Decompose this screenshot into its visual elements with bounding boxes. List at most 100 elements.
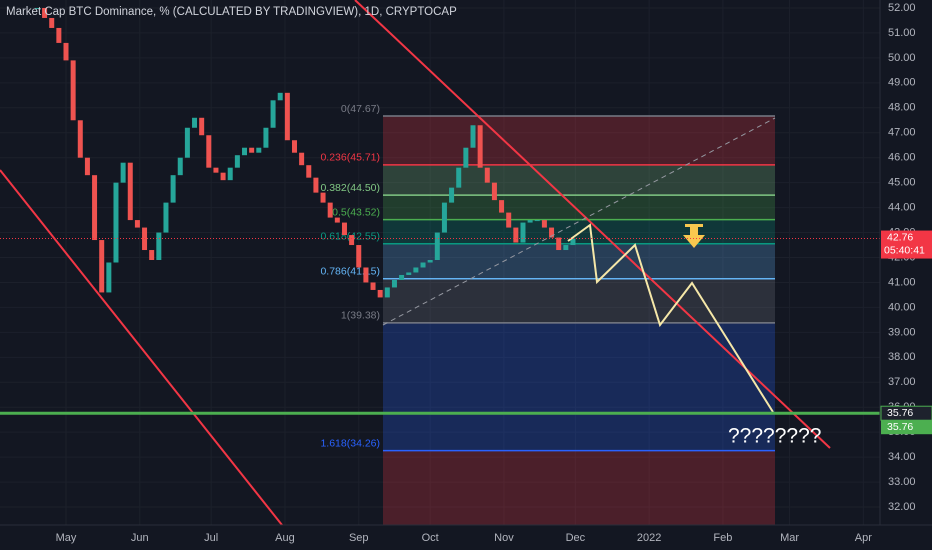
candle (299, 152, 305, 166)
candle (263, 127, 269, 148)
fib-zone (383, 195, 775, 220)
candle (256, 147, 262, 153)
fib-label: 1.618(34.26) (320, 437, 380, 449)
candle (370, 282, 376, 290)
candle (520, 222, 526, 243)
candle (399, 274, 405, 280)
drawings (0, 0, 831, 526)
candle (192, 117, 198, 128)
candle (163, 202, 169, 233)
fib-trend-line (382, 117, 776, 326)
candle (413, 267, 419, 273)
y-tick-label: 46.00 (888, 152, 916, 164)
candle (470, 125, 476, 148)
fib-zone (383, 322, 775, 451)
y-tick-label: 51.00 (888, 27, 916, 39)
y-tick-label: 48.00 (888, 102, 916, 114)
trend-line (354, 0, 831, 449)
candle (284, 92, 290, 141)
trend-line (0, 169, 283, 526)
candle (391, 279, 397, 288)
candle (341, 222, 347, 236)
candles (34, 7, 576, 298)
y-tick-label: 39.00 (888, 326, 916, 338)
fib-label: 0.786(41.15) (320, 266, 380, 278)
y-tick-label: 44.00 (888, 202, 916, 214)
candle (277, 92, 283, 101)
y-tick-label: 34.00 (888, 451, 916, 463)
candle (106, 262, 112, 293)
y-tick-label: 49.00 (888, 77, 916, 89)
candle (527, 220, 533, 223)
candle (327, 202, 333, 218)
candle (477, 125, 483, 168)
candle (213, 167, 219, 173)
candle (270, 100, 276, 128)
x-tick-label: Sep (349, 532, 369, 544)
candle (49, 17, 55, 28)
fib-zone (383, 164, 775, 196)
axes: 32.0033.0034.0035.0036.0037.0038.0039.00… (56, 2, 932, 544)
fib-label: 0.236(45.71) (320, 152, 380, 164)
candle (384, 287, 390, 298)
candle (313, 177, 319, 193)
candle (63, 42, 69, 61)
fib-label: 0.382(44.50) (320, 182, 380, 194)
x-tick-label: Feb (713, 532, 732, 544)
candle (84, 157, 90, 176)
candle (491, 182, 497, 201)
y-tick-label: 32.00 (888, 501, 916, 513)
candle (556, 237, 562, 251)
y-tick-label: 40.00 (888, 301, 916, 313)
candle (499, 200, 505, 213)
price-tag-label: 35.76 (887, 421, 913, 433)
candle (149, 250, 155, 261)
candle (156, 232, 162, 261)
candle (206, 135, 212, 168)
candle (170, 175, 176, 203)
price-tag-label: 35.76 (887, 407, 913, 419)
candle (184, 127, 190, 158)
candle (120, 162, 126, 183)
candle (320, 192, 326, 203)
x-tick-label: Apr (855, 532, 872, 544)
fib-label: 0(47.67) (341, 103, 380, 115)
candle (77, 120, 83, 158)
y-tick-label: 52.00 (888, 2, 916, 14)
candle (70, 60, 76, 121)
candle (291, 140, 297, 153)
candle (513, 227, 519, 243)
fib-zone (383, 450, 775, 525)
fib-zone (383, 219, 775, 244)
x-tick-label: Dec (566, 532, 586, 544)
x-tick-label: May (56, 532, 77, 544)
x-tick-label: Aug (275, 532, 295, 544)
y-tick-label: 47.00 (888, 127, 916, 139)
candle (356, 245, 362, 268)
chart-title: Market Cap BTC Dominance, % (CALCULATED … (6, 6, 457, 18)
fib-zone (383, 278, 775, 323)
candle (306, 165, 312, 178)
candle (434, 232, 440, 261)
annotation: ???????? (728, 425, 821, 448)
price-tag (881, 420, 932, 435)
fib-label: 0.5(43.52) (332, 206, 380, 218)
countdown: 05:40:41 (884, 244, 925, 256)
y-tick-label: 38.00 (888, 351, 916, 363)
x-tick-label: Mar (780, 532, 799, 544)
candle (570, 238, 576, 246)
y-tick-label: 37.00 (888, 376, 916, 388)
candle (334, 217, 340, 223)
candle (441, 202, 447, 233)
x-tick-label: 2022 (637, 532, 661, 544)
candle (427, 260, 433, 263)
candle (456, 167, 462, 188)
candle (484, 167, 490, 183)
fibonacci-retracement: 0(47.67) 0.236(45.71) 0.382(44.50) 0.5(43.5… (320, 103, 775, 525)
candle (177, 157, 183, 176)
candle (534, 220, 540, 222)
candle (363, 267, 369, 283)
x-tick-label: Jun (131, 532, 149, 544)
